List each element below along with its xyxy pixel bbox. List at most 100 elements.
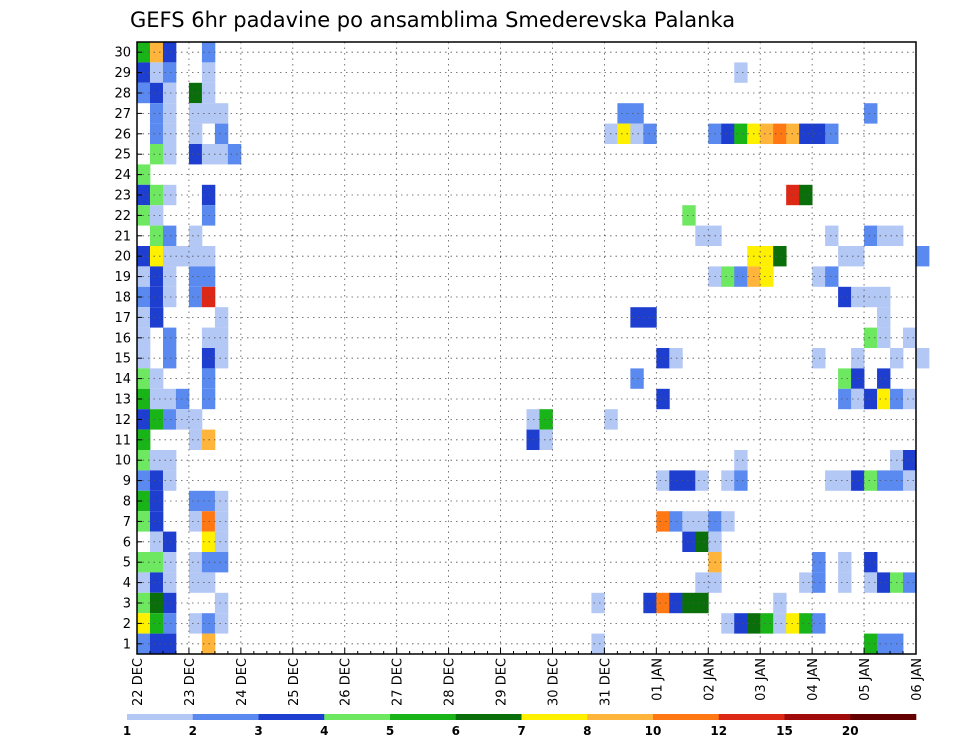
heatmap-cell bbox=[695, 511, 709, 532]
x-tick-label: 25 DEC bbox=[287, 658, 302, 706]
y-tick-label: 3 bbox=[123, 597, 131, 612]
heatmap-cell bbox=[214, 103, 229, 124]
heatmap-cell bbox=[864, 286, 878, 308]
heatmap-cell bbox=[812, 552, 826, 573]
heatmap-cell bbox=[877, 307, 891, 328]
heatmap-cell bbox=[864, 225, 878, 246]
x-tick-label: 28 DEC bbox=[443, 658, 458, 706]
heatmap-cell bbox=[812, 572, 826, 593]
heatmap-cell bbox=[214, 327, 229, 348]
heatmap-cell bbox=[214, 123, 229, 144]
colorbar-swatch bbox=[324, 714, 391, 720]
heatmap-cell bbox=[721, 511, 735, 532]
colorbar: 1 2 3 4 5 6 7 8 10 12 15 20 bbox=[123, 714, 917, 738]
heatmap-cell bbox=[162, 42, 177, 63]
heatmap-cell bbox=[773, 246, 787, 267]
x-tick-label: 24 DEC bbox=[235, 658, 250, 706]
heatmap-cell bbox=[682, 531, 696, 552]
heatmap-cell bbox=[149, 368, 164, 389]
heatmap-cell bbox=[188, 144, 203, 165]
colorbar-label: 20 bbox=[842, 724, 859, 738]
heatmap-cell bbox=[162, 225, 177, 246]
colorbar-label: 3 bbox=[254, 724, 262, 738]
heatmap-cell bbox=[149, 388, 164, 410]
heatmap-cell bbox=[214, 552, 229, 573]
heatmap-cell bbox=[214, 531, 229, 552]
heatmap-cell bbox=[162, 450, 177, 471]
x-tick-label: 31 DEC bbox=[598, 658, 613, 706]
heatmap-cell bbox=[149, 490, 164, 512]
heatmap-cell bbox=[903, 450, 917, 471]
heatmap-cell bbox=[838, 470, 852, 491]
heatmap-cell bbox=[643, 592, 657, 614]
x-tick-label: 22 DEC bbox=[131, 658, 146, 706]
y-tick-label: 25 bbox=[114, 148, 131, 163]
heatmap-cell bbox=[149, 246, 164, 267]
heatmap-cell bbox=[149, 42, 164, 63]
y-tick-label: 9 bbox=[123, 474, 131, 489]
y-tick-label: 20 bbox=[114, 250, 131, 265]
heatmap-cell bbox=[149, 531, 164, 552]
y-tick-label: 7 bbox=[123, 515, 131, 530]
heatmap-cell bbox=[214, 613, 229, 634]
heatmap-cell bbox=[682, 470, 696, 491]
y-tick-label: 14 bbox=[114, 372, 131, 387]
heatmap-cell bbox=[149, 511, 164, 532]
heatmap-cell bbox=[812, 266, 826, 287]
y-tick-label: 18 bbox=[114, 291, 131, 306]
heatmap-cell bbox=[734, 62, 748, 83]
heatmap-cell bbox=[877, 388, 891, 410]
heatmap-cell bbox=[734, 123, 748, 144]
heatmap-cell bbox=[539, 409, 553, 430]
colorbar-label: 10 bbox=[645, 724, 662, 738]
heatmap-cell bbox=[864, 388, 878, 410]
heatmap-cell bbox=[734, 470, 748, 491]
y-tick-label: 24 bbox=[114, 168, 131, 183]
y-tick-label: 1 bbox=[123, 637, 131, 652]
x-tick-label: 01 JAN bbox=[650, 658, 665, 701]
heatmap-cell bbox=[877, 633, 891, 654]
heatmap-cell bbox=[799, 184, 813, 206]
heatmap-cell bbox=[656, 592, 670, 614]
heatmap-cell bbox=[812, 123, 826, 144]
heatmap-cell bbox=[734, 450, 748, 471]
heatmap-cell bbox=[214, 348, 229, 369]
heatmap-cell bbox=[864, 572, 878, 593]
heatmap-cell bbox=[877, 225, 891, 246]
heatmap-cell bbox=[617, 103, 631, 124]
heatmap-cell bbox=[656, 348, 670, 369]
heatmap-cell bbox=[877, 572, 891, 593]
heatmap-cell bbox=[539, 429, 553, 450]
heatmap-cell bbox=[227, 144, 242, 165]
y-tick-label: 10 bbox=[114, 454, 131, 469]
heatmap-cell bbox=[188, 429, 203, 450]
heatmap-cell bbox=[825, 123, 839, 144]
colorbar-swatch bbox=[850, 714, 917, 720]
heatmap-cell bbox=[149, 266, 164, 287]
heatmap-cell bbox=[149, 184, 164, 206]
y-tick-label: 26 bbox=[114, 127, 131, 142]
heatmap-cell bbox=[734, 266, 748, 287]
colorbar-label: 8 bbox=[583, 724, 591, 738]
heatmap-cell bbox=[162, 388, 177, 410]
colorbar-label: 4 bbox=[320, 724, 328, 738]
heatmap-cell bbox=[188, 266, 203, 287]
heatmap-cell bbox=[188, 613, 203, 634]
y-tick-label: 13 bbox=[114, 393, 131, 408]
heatmap-cell bbox=[162, 327, 177, 348]
heatmap-cell bbox=[760, 246, 774, 267]
y-tick-label: 2 bbox=[123, 617, 131, 632]
heatmap-cell bbox=[162, 266, 177, 287]
heatmap-cell bbox=[682, 592, 696, 614]
heatmap-cell bbox=[799, 572, 813, 593]
y-tick-label: 12 bbox=[114, 413, 131, 428]
x-tick-label: 27 DEC bbox=[391, 658, 406, 706]
colorbar-swatch bbox=[258, 714, 325, 720]
heatmap-cell bbox=[188, 103, 203, 124]
heatmap-cell bbox=[162, 592, 177, 614]
heatmap-cell bbox=[838, 572, 852, 593]
heatmap-cell bbox=[162, 123, 177, 144]
y-tick-label: 28 bbox=[114, 87, 131, 102]
heatmap-cell bbox=[162, 82, 177, 104]
heatmap-cell bbox=[175, 409, 190, 430]
